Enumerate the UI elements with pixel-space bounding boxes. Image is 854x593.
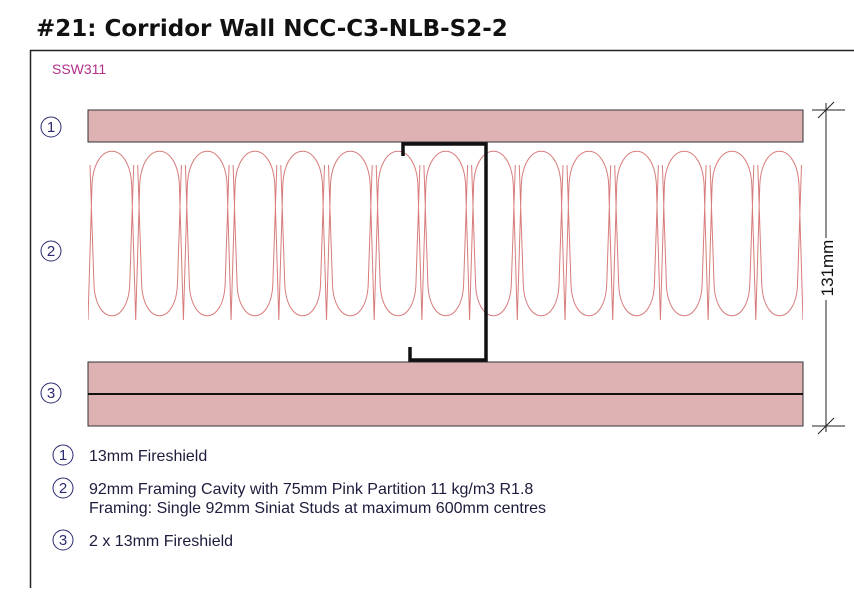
marker: 2 bbox=[47, 243, 55, 260]
code: SSW311 bbox=[52, 61, 106, 77]
markers: 1 2 3 bbox=[41, 117, 61, 403]
legend-text: 13mm Fireshield bbox=[89, 448, 207, 465]
legend-text: 2 x 13mm Fireshield bbox=[89, 533, 233, 550]
legend-number: 3 bbox=[59, 532, 67, 549]
dimension: 131mm bbox=[818, 240, 837, 297]
marker: 1 bbox=[47, 119, 55, 136]
insulation-loops bbox=[88, 151, 803, 320]
title: #21: Corridor Wall NCC-C3-NLB-S2-2 bbox=[36, 16, 508, 42]
marker: 3 bbox=[47, 385, 55, 402]
board-top bbox=[88, 110, 803, 142]
insulation bbox=[88, 151, 803, 320]
legend-number: 1 bbox=[59, 447, 67, 464]
legend-number: 2 bbox=[59, 480, 67, 497]
stud bbox=[403, 144, 486, 360]
legend-text: 92mm Framing Cavity with 75mm Pink Parti… bbox=[89, 481, 533, 498]
legend-text: Framing: Single 92mm Siniat Studs at max… bbox=[89, 500, 546, 517]
legend: 1 13mm Fireshield 2 92mm Framing Cavity … bbox=[53, 445, 546, 550]
